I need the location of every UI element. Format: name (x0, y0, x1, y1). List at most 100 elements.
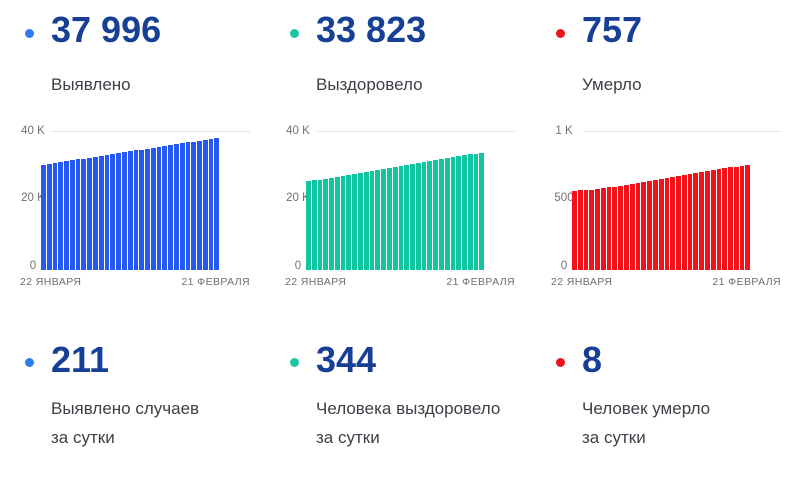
bar[interactable] (629, 183, 635, 270)
bar[interactable] (340, 175, 346, 270)
bar[interactable] (173, 144, 179, 270)
bar[interactable] (670, 176, 676, 270)
x-axis-start-label: 22 ЯНВАРЯ (285, 276, 347, 288)
bar[interactable] (363, 171, 369, 270)
bar[interactable] (116, 153, 121, 270)
bar[interactable] (392, 166, 398, 270)
bar[interactable] (381, 168, 386, 270)
bar[interactable] (618, 185, 624, 270)
bar[interactable] (693, 173, 699, 270)
died-bars-plot[interactable] (572, 131, 751, 270)
bar[interactable] (415, 163, 421, 270)
bar[interactable] (110, 154, 116, 270)
bar[interactable] (404, 165, 410, 270)
bar[interactable] (346, 174, 352, 270)
bar[interactable] (386, 167, 392, 270)
bar[interactable] (369, 170, 375, 270)
bar[interactable] (624, 184, 629, 270)
bar[interactable] (58, 162, 64, 270)
bar[interactable] (323, 178, 329, 270)
bar[interactable] (664, 177, 670, 270)
bar[interactable] (595, 189, 600, 270)
bar[interactable] (438, 159, 444, 270)
bar[interactable] (589, 189, 595, 270)
bar[interactable] (479, 152, 485, 270)
bar[interactable] (162, 146, 168, 270)
bar[interactable] (127, 151, 133, 270)
bar[interactable] (728, 167, 733, 270)
bar[interactable] (716, 169, 722, 270)
bar[interactable] (46, 163, 52, 270)
bar[interactable] (421, 162, 427, 270)
bar[interactable] (635, 182, 641, 270)
bar[interactable] (156, 146, 162, 270)
bar[interactable] (410, 164, 415, 270)
bar[interactable] (179, 143, 185, 270)
bar[interactable] (64, 161, 69, 270)
bar[interactable] (145, 148, 150, 270)
bar[interactable] (104, 154, 110, 270)
bar[interactable] (329, 177, 334, 270)
bar[interactable] (375, 169, 381, 270)
bar[interactable] (606, 187, 612, 270)
bar[interactable] (133, 150, 139, 270)
bar[interactable] (652, 179, 658, 270)
bar[interactable] (572, 190, 577, 270)
bar[interactable] (641, 181, 647, 270)
bar[interactable] (306, 181, 311, 270)
x-axis: 22 ЯНВАРЯ 21 ФЕВРАЛЯ (551, 276, 781, 288)
bar[interactable] (687, 174, 693, 270)
bar[interactable] (93, 156, 98, 270)
bar[interactable] (69, 160, 75, 270)
bar[interactable] (612, 186, 618, 270)
bar[interactable] (444, 158, 450, 270)
bar[interactable] (168, 145, 173, 270)
bar[interactable] (433, 160, 438, 270)
bar[interactable] (473, 153, 479, 270)
bar[interactable] (704, 171, 710, 270)
bar[interactable] (202, 139, 208, 270)
bar[interactable] (647, 180, 652, 270)
bar[interactable] (681, 174, 687, 270)
bar[interactable] (197, 140, 202, 270)
bar[interactable] (710, 170, 716, 270)
bar[interactable] (722, 168, 728, 270)
bar[interactable] (52, 162, 58, 270)
bar[interactable] (739, 165, 745, 270)
bar[interactable] (577, 190, 583, 270)
bar[interactable] (583, 189, 589, 270)
bar[interactable] (121, 152, 127, 270)
bar[interactable] (450, 157, 456, 270)
bar[interactable] (467, 154, 473, 270)
bar[interactable] (352, 173, 358, 270)
bar[interactable] (427, 161, 433, 270)
bar[interactable] (98, 155, 104, 270)
bar[interactable] (208, 138, 214, 270)
bar[interactable] (676, 175, 681, 270)
bar[interactable] (75, 159, 81, 270)
detected-bars-plot[interactable] (41, 131, 220, 270)
bar[interactable] (214, 138, 220, 270)
bar[interactable] (87, 157, 93, 270)
bar[interactable] (317, 179, 323, 270)
bar[interactable] (462, 155, 467, 270)
recovered-bars-plot[interactable] (306, 131, 485, 270)
bar[interactable] (358, 172, 363, 270)
bar[interactable] (150, 147, 156, 270)
bar[interactable] (745, 164, 751, 270)
recovered-daily-label: Человека выздоровело за сутки (316, 394, 500, 452)
recovered-daily-value: 344 (316, 339, 377, 380)
bar[interactable] (139, 149, 145, 270)
bar[interactable] (398, 166, 404, 270)
bar[interactable] (456, 156, 462, 270)
bar[interactable] (311, 180, 317, 270)
bar[interactable] (41, 164, 46, 270)
bar[interactable] (191, 141, 197, 270)
bar[interactable] (699, 172, 704, 270)
bar[interactable] (81, 158, 87, 270)
bar[interactable] (185, 142, 191, 270)
bar[interactable] (733, 166, 739, 270)
bar[interactable] (600, 188, 606, 270)
bar[interactable] (658, 178, 664, 270)
bar[interactable] (334, 176, 340, 270)
